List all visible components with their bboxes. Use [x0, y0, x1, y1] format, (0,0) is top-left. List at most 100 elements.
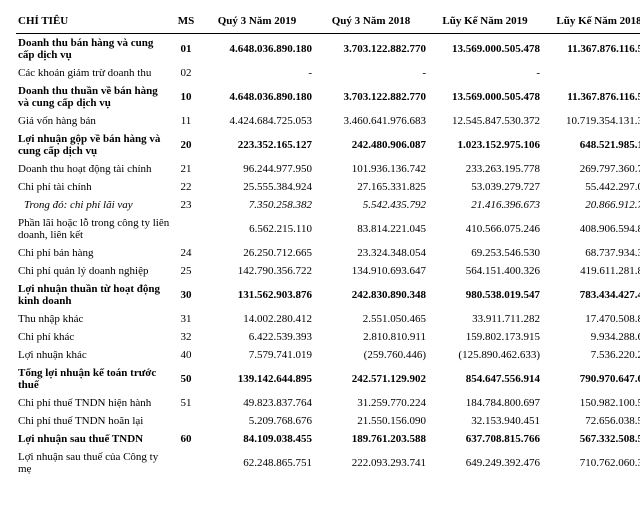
- col-header-ytd-2018: Lũy Kế Năm 2018: [542, 12, 640, 34]
- row-value: 23.324.348.054: [314, 244, 428, 262]
- col-header-label: CHỈ TIÊU: [16, 12, 172, 34]
- row-label: Chi phí thuế TNDN hiện hành: [16, 394, 172, 412]
- row-label: Phần lãi hoặc lỗ trong công ty liên doan…: [16, 214, 172, 244]
- row-value: 32.153.940.451: [428, 412, 542, 430]
- row-ms: 10: [172, 82, 200, 112]
- table-row: Doanh thu bán hàng và cung cấp dịch vụ01…: [16, 34, 640, 65]
- row-value: 4.424.684.725.053: [200, 112, 314, 130]
- col-header-ms: MS: [172, 12, 200, 34]
- row-value: 7.350.258.382: [200, 196, 314, 214]
- row-value: 6.562.215.110: [200, 214, 314, 244]
- row-label: Lợi nhuận sau thuế TNDN: [16, 430, 172, 448]
- table-row: Lợi nhuận gộp về bán hàng và cung cấp dị…: [16, 130, 640, 160]
- row-value: 980.538.019.547: [428, 280, 542, 310]
- row-value: -: [314, 64, 428, 82]
- row-ms: 30: [172, 280, 200, 310]
- row-ms: 22: [172, 178, 200, 196]
- row-value: 13.569.000.505.478: [428, 82, 542, 112]
- row-value: 854.647.556.914: [428, 364, 542, 394]
- row-value: 10.719.354.131.373: [542, 112, 640, 130]
- row-value: 21.550.156.090: [314, 412, 428, 430]
- row-value: 5.542.435.792: [314, 196, 428, 214]
- row-value: 33.911.711.282: [428, 310, 542, 328]
- row-value: 4.648.036.890.180: [200, 82, 314, 112]
- col-header-ytd-2019: Lũy Kế Năm 2019: [428, 12, 542, 34]
- row-value: 9.934.288.638: [542, 328, 640, 346]
- row-label: Thu nhập khác: [16, 310, 172, 328]
- table-row: Chi phí thuế TNDN hoãn lại5.209.768.6762…: [16, 412, 640, 430]
- row-ms: 50: [172, 364, 200, 394]
- row-value: 419.611.281.883: [542, 262, 640, 280]
- row-ms: 40: [172, 346, 200, 364]
- table-row: Các khoản giảm trừ doanh thu02----: [16, 64, 640, 82]
- row-ms: [172, 412, 200, 430]
- row-value: 139.142.644.895: [200, 364, 314, 394]
- row-label: Chi phí tài chính: [16, 178, 172, 196]
- row-ms: [172, 448, 200, 478]
- row-value: 242.830.890.348: [314, 280, 428, 310]
- row-label: Giá vốn hàng bán: [16, 112, 172, 130]
- row-value: 142.790.356.722: [200, 262, 314, 280]
- col-header-q3-2018: Quý 3 Năm 2018: [314, 12, 428, 34]
- row-ms: 51: [172, 394, 200, 412]
- row-ms: 60: [172, 430, 200, 448]
- table-row: Phần lãi hoặc lỗ trong công ty liên doan…: [16, 214, 640, 244]
- row-value: 12.545.847.530.372: [428, 112, 542, 130]
- row-ms: 01: [172, 34, 200, 65]
- row-label: Doanh thu hoạt động tài chính: [16, 160, 172, 178]
- row-value: -: [542, 64, 640, 82]
- row-ms: 23: [172, 196, 200, 214]
- row-ms: 32: [172, 328, 200, 346]
- table-row: Lợi nhuận thuần từ hoạt động kinh doanh3…: [16, 280, 640, 310]
- table-row: Chi phí tài chính2225.555.384.92427.165.…: [16, 178, 640, 196]
- table-row: Giá vốn hàng bán114.424.684.725.0533.460…: [16, 112, 640, 130]
- row-value: 2.810.810.911: [314, 328, 428, 346]
- row-value: (125.890.462.633): [428, 346, 542, 364]
- row-value: -: [428, 64, 542, 82]
- row-value: 233.263.195.778: [428, 160, 542, 178]
- table-row: Doanh thu hoạt động tài chính2196.244.97…: [16, 160, 640, 178]
- row-value: 710.762.060.374: [542, 448, 640, 478]
- row-value: 6.422.539.393: [200, 328, 314, 346]
- row-label: Doanh thu thuần về bán hàng và cung cấp …: [16, 82, 172, 112]
- row-label: Lợi nhuận gộp về bán hàng và cung cấp dị…: [16, 130, 172, 160]
- row-label: Tổng lợi nhuận kế toán trước thuế: [16, 364, 172, 394]
- row-value: 53.039.279.727: [428, 178, 542, 196]
- table-row: Lợi nhuận sau thuế của Công ty mẹ62.248.…: [16, 448, 640, 478]
- row-value: 14.002.280.412: [200, 310, 314, 328]
- row-value: 637.708.815.766: [428, 430, 542, 448]
- row-value: 3.703.122.882.770: [314, 34, 428, 65]
- row-value: 49.823.837.764: [200, 394, 314, 412]
- row-value: 72.656.038.564: [542, 412, 640, 430]
- row-value: 790.970.647.699: [542, 364, 640, 394]
- financial-table: CHỈ TIÊU MS Quý 3 Năm 2019 Quý 3 Năm 201…: [16, 12, 640, 478]
- row-value: 242.571.129.902: [314, 364, 428, 394]
- row-label: Các khoản giảm trừ doanh thu: [16, 64, 172, 82]
- row-label: Chi phí khác: [16, 328, 172, 346]
- row-value: 159.802.173.915: [428, 328, 542, 346]
- row-value: 62.248.865.751: [200, 448, 314, 478]
- row-value: 11.367.876.116.554: [542, 82, 640, 112]
- row-ms: [172, 214, 200, 244]
- row-value: 20.866.912.753: [542, 196, 640, 214]
- table-row: Trong đó: chi phí lãi vay237.350.258.382…: [16, 196, 640, 214]
- row-value: 11.367.876.116.554: [542, 34, 640, 65]
- row-value: 31.259.770.224: [314, 394, 428, 412]
- table-row: Doanh thu thuần về bán hàng và cung cấp …: [16, 82, 640, 112]
- row-value: 1.023.152.975.106: [428, 130, 542, 160]
- row-label: Chi phí bán hàng: [16, 244, 172, 262]
- row-label: Lợi nhuận khác: [16, 346, 172, 364]
- table-row: Lợi nhuận sau thuế TNDN6084.109.038.4551…: [16, 430, 640, 448]
- row-value: 68.737.934.383: [542, 244, 640, 262]
- row-value: 2.551.050.465: [314, 310, 428, 328]
- row-ms: 24: [172, 244, 200, 262]
- row-value: 131.562.903.876: [200, 280, 314, 310]
- row-value: 410.566.075.246: [428, 214, 542, 244]
- row-value: 242.480.906.087: [314, 130, 428, 160]
- row-value: 25.555.384.924: [200, 178, 314, 196]
- row-value: 222.093.293.741: [314, 448, 428, 478]
- row-value: 269.797.360.756: [542, 160, 640, 178]
- table-row: Lợi nhuận khác407.579.741.019(259.760.44…: [16, 346, 640, 364]
- row-value: 3.460.641.976.683: [314, 112, 428, 130]
- row-value: 27.165.331.825: [314, 178, 428, 196]
